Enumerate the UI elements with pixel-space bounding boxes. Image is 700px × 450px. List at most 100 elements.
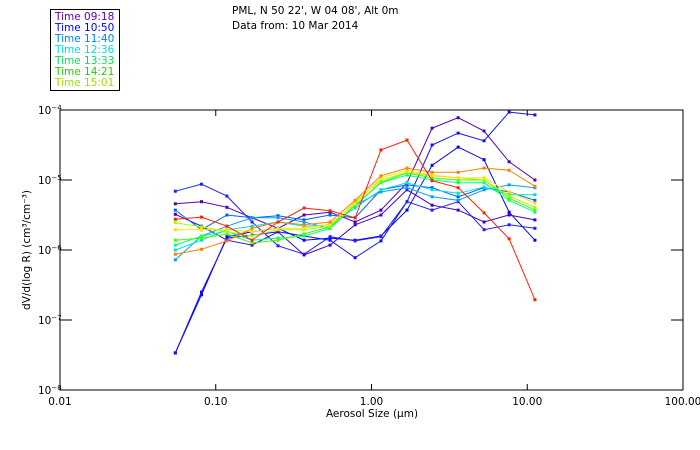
data-point xyxy=(199,238,203,242)
data-point xyxy=(328,220,332,224)
data-point xyxy=(379,148,383,152)
data-point xyxy=(225,239,229,243)
data-point xyxy=(276,214,280,218)
data-point xyxy=(173,243,177,247)
legend-entry: Time 10:50 xyxy=(55,22,115,34)
data-point xyxy=(199,234,203,238)
data-point xyxy=(507,210,511,214)
data-point xyxy=(456,186,460,190)
data-point xyxy=(456,176,460,180)
legend-entry: Time 13:33 xyxy=(55,55,115,67)
data-point xyxy=(456,131,460,135)
data-point xyxy=(430,143,434,147)
data-point xyxy=(456,195,460,199)
data-point xyxy=(507,198,511,202)
data-point xyxy=(173,202,177,206)
data-point xyxy=(225,230,229,234)
series-line xyxy=(175,139,536,300)
y-tick-label: 10−8 xyxy=(38,384,62,397)
data-point xyxy=(302,234,306,238)
data-point xyxy=(173,228,177,232)
data-point xyxy=(533,113,537,117)
data-point xyxy=(173,252,177,256)
legend-entry: Time 15:01 xyxy=(55,77,115,89)
data-point xyxy=(353,256,357,260)
data-point xyxy=(302,213,306,217)
legend-entry: Time 14:21 xyxy=(55,66,115,78)
data-point xyxy=(199,247,203,251)
data-point xyxy=(276,226,280,230)
data-point xyxy=(379,213,383,217)
data-point xyxy=(379,190,383,194)
data-point xyxy=(379,174,383,178)
data-point xyxy=(405,200,409,204)
data-point xyxy=(405,170,409,174)
chart-title: PML, N 50 22', W 04 08', Alt 0m xyxy=(232,5,399,17)
data-point xyxy=(533,198,537,202)
data-point xyxy=(456,170,460,174)
data-point xyxy=(353,206,357,210)
data-point xyxy=(482,211,486,215)
data-point xyxy=(353,198,357,202)
data-point xyxy=(225,194,229,198)
data-point xyxy=(328,243,332,247)
data-point xyxy=(379,178,383,182)
y-tick-label: 10−5 xyxy=(38,174,62,187)
data-point xyxy=(405,166,409,170)
data-point xyxy=(328,213,332,217)
data-point xyxy=(507,190,511,194)
data-point xyxy=(533,226,537,230)
data-point xyxy=(482,220,486,224)
data-point xyxy=(456,181,460,185)
data-point xyxy=(250,238,254,242)
data-point xyxy=(328,235,332,239)
data-point xyxy=(482,166,486,170)
data-point xyxy=(507,223,511,227)
data-point xyxy=(533,208,537,212)
series-7 xyxy=(173,181,537,252)
data-point xyxy=(430,173,434,177)
legend-entry: Time 12:36 xyxy=(55,44,115,56)
x-tick-label: 1.00 xyxy=(360,396,383,408)
data-point xyxy=(276,244,280,248)
data-point xyxy=(405,188,409,192)
data-point xyxy=(302,220,306,224)
data-point xyxy=(405,208,409,212)
legend: Time 09:18 Time 10:50 Time 11:40 Time 12:36… xyxy=(50,9,120,91)
data-point xyxy=(482,181,486,185)
data-point xyxy=(533,238,537,242)
data-point xyxy=(405,138,409,142)
data-point xyxy=(302,253,306,257)
y-tick-label: 10−4 xyxy=(38,104,62,117)
x-axis-label: Aerosol Size (μm) xyxy=(326,408,418,420)
data-point xyxy=(276,230,280,234)
y-axis-label: dV/d(log R) (cm³/cm⁻³) xyxy=(21,190,33,310)
data-point xyxy=(302,206,306,210)
data-point xyxy=(199,200,203,204)
data-point xyxy=(405,173,409,177)
data-point xyxy=(225,224,229,228)
data-point xyxy=(379,176,383,180)
x-tick-label: 10.00 xyxy=(512,396,542,408)
data-point xyxy=(379,235,383,239)
data-point xyxy=(507,213,511,217)
data-point xyxy=(456,191,460,195)
data-point xyxy=(533,193,537,197)
data-point xyxy=(250,216,254,220)
data-point xyxy=(225,205,229,209)
data-point xyxy=(302,223,306,227)
data-point xyxy=(482,188,486,192)
data-point xyxy=(173,208,177,212)
data-point xyxy=(276,216,280,220)
data-point xyxy=(533,184,537,188)
data-point xyxy=(250,234,254,238)
data-point xyxy=(199,290,203,294)
data-point xyxy=(302,218,306,222)
x-tick-label: 100.00 xyxy=(665,396,700,408)
data-point xyxy=(482,139,486,143)
data-point xyxy=(250,224,254,228)
data-point xyxy=(225,232,229,236)
data-point xyxy=(199,293,203,297)
data-point xyxy=(482,228,486,232)
